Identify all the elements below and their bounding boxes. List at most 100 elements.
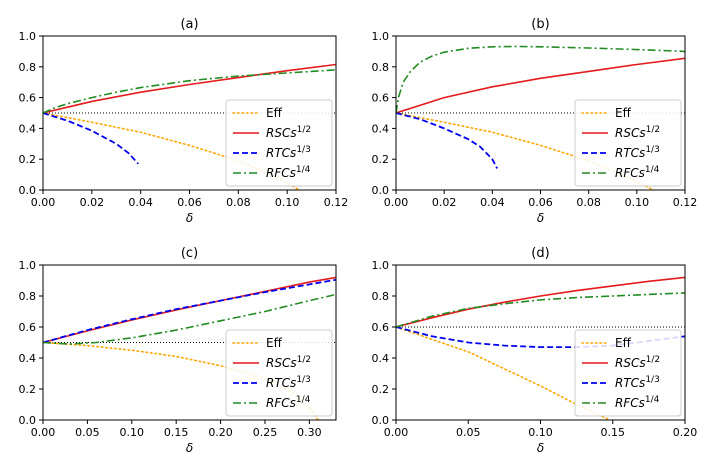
- series-line-rsc: [396, 57, 685, 114]
- legend-entry-rsc: RSCs1/2: [615, 355, 660, 370]
- legend: Eff RSCs1/2 RTCs1/3 RFCs1/4: [574, 99, 682, 187]
- x-tick-label: 0.04: [128, 196, 153, 209]
- legend-label: RSCs: [266, 126, 297, 140]
- y-tick-label: 1.0: [19, 30, 37, 43]
- series-line-rsc: [43, 63, 336, 114]
- chart-title: (a): [180, 17, 198, 32]
- legend-superscript: 1/2: [646, 125, 660, 135]
- x-tick-label: 0.05: [75, 426, 100, 439]
- y-tick-label: 1.0: [372, 30, 390, 43]
- chart-title: (c): [181, 246, 198, 261]
- legend-superscript: 1/4: [645, 395, 660, 405]
- panel-0: 0.00 0.02 0.04 0.06 0.08 0.10 0.12 0.0 0.2 0.4 0.6…: [19, 17, 349, 225]
- legend: Eff RSCs1/2 RTCs1/3 RFCs1/4: [225, 329, 333, 417]
- legend-label: RTCs: [266, 376, 296, 390]
- x-axis-label: δ: [537, 441, 544, 455]
- legend-entry-eff: Eff: [266, 106, 283, 120]
- x-tick-label: 0.10: [625, 196, 650, 209]
- y-tick-label: 0.6: [372, 321, 390, 334]
- series-line-rfc: [396, 292, 685, 328]
- y-tick-label: 0.0: [372, 414, 390, 427]
- legend-entry-rfc: RFCs1/4: [266, 395, 311, 410]
- legend-superscript: 1/4: [296, 395, 311, 405]
- x-tick-label: 0.25: [253, 426, 278, 439]
- legend-superscript: 1/2: [297, 125, 311, 135]
- y-tick-label: 0.0: [372, 184, 390, 197]
- legend-superscript: 1/4: [645, 165, 660, 175]
- x-tick-label: 0.10: [528, 426, 553, 439]
- legend-superscript: 1/2: [297, 355, 311, 365]
- y-tick-label: 1.0: [19, 259, 37, 272]
- legend-label: Eff: [266, 336, 283, 350]
- legend-box: [225, 329, 333, 417]
- x-tick-label: 0.02: [432, 196, 457, 209]
- x-tick-label: 0.15: [601, 426, 626, 439]
- legend-superscript: 1/3: [645, 375, 659, 385]
- legend-box: [574, 329, 682, 417]
- legend-entry-eff: Eff: [615, 106, 632, 120]
- axes-frame: [42, 264, 337, 421]
- legend-label: RTCs: [615, 146, 645, 160]
- legend-superscript: 1/2: [646, 355, 660, 365]
- legend: Eff RSCs1/2 RTCs1/3 RFCs1/4: [574, 329, 682, 417]
- legend-label: RFCs: [266, 396, 296, 410]
- x-tick-label: 0.08: [576, 196, 601, 209]
- y-tick-label: 0.0: [19, 414, 37, 427]
- y-tick-label: 0.2: [372, 153, 390, 166]
- legend-label: RTCs: [266, 146, 296, 160]
- x-tick-label: 0.10: [120, 426, 145, 439]
- legend-entry-rsc: RSCs1/2: [615, 125, 660, 140]
- x-tick-label: 0.10: [275, 196, 300, 209]
- series-line-eff: [43, 112, 301, 190]
- legend-label: Eff: [266, 106, 283, 120]
- legend-entry-rsc: RSCs1/2: [266, 125, 311, 140]
- legend-label: RTCs: [615, 376, 645, 390]
- x-tick-label: 0.20: [208, 426, 233, 439]
- y-tick-label: 0.6: [19, 321, 37, 334]
- x-tick-label: 0.05: [456, 426, 481, 439]
- series-line-rsc: [396, 276, 685, 328]
- y-tick-label: 0.4: [372, 352, 390, 365]
- series-line-rsc: [43, 276, 336, 344]
- x-tick-label: 0.12: [673, 196, 698, 209]
- legend: Eff RSCs1/2 RTCs1/3 RFCs1/4: [225, 99, 333, 187]
- y-tick-label: 0.2: [372, 383, 390, 396]
- x-tick-label: 0.00: [384, 196, 409, 209]
- x-tick-label: 0.15: [164, 426, 189, 439]
- series-line-rfc: [396, 45, 685, 114]
- x-axis-label: δ: [537, 211, 544, 225]
- legend-entry-rfc: RFCs1/4: [615, 165, 660, 180]
- legend-superscript: 1/3: [296, 375, 310, 385]
- legend-entry-rfc: RFCs1/4: [615, 395, 660, 410]
- x-tick-label: 0.06: [528, 196, 553, 209]
- series-line-rtc: [396, 112, 498, 169]
- x-tick-label: 0.00: [384, 426, 409, 439]
- y-tick-label: 0.8: [19, 290, 37, 303]
- y-tick-label: 0.4: [19, 352, 37, 365]
- legend-entry-eff: Eff: [266, 336, 283, 350]
- legend-superscript: 1/4: [296, 165, 311, 175]
- x-tick-label: 0.06: [177, 196, 202, 209]
- y-tick-label: 0.4: [372, 122, 390, 135]
- series-line-rfc: [43, 293, 336, 345]
- legend-entry-rtc: RTCs1/3: [615, 145, 660, 160]
- y-tick-label: 0.0: [19, 184, 37, 197]
- y-tick-label: 0.4: [19, 122, 37, 135]
- legend-label: RSCs: [615, 356, 646, 370]
- legend-label: Eff: [615, 106, 632, 120]
- legend-box: [574, 99, 682, 187]
- legend-entry-rtc: RTCs1/3: [266, 375, 311, 390]
- legend-label: RFCs: [615, 396, 645, 410]
- x-tick-label: 0.30: [297, 426, 322, 439]
- legend-label: RSCs: [615, 126, 646, 140]
- y-tick-label: 1.0: [372, 259, 390, 272]
- y-tick-label: 0.2: [19, 383, 37, 396]
- series-line-rtc: [396, 326, 685, 349]
- series-line-eff: [396, 326, 611, 420]
- series-line-rfc: [43, 69, 336, 114]
- x-tick-label: 0.20: [673, 426, 698, 439]
- legend-label: RFCs: [615, 166, 645, 180]
- legend-label: RFCs: [266, 166, 296, 180]
- x-tick-label: 0.12: [324, 196, 349, 209]
- legend-box: [225, 99, 333, 187]
